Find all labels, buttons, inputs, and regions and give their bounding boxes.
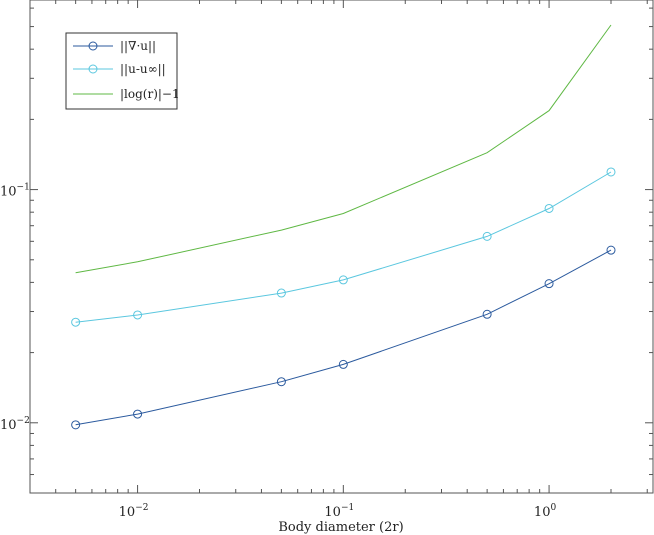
legend-entry: ||∇·u|| — [73, 39, 156, 53]
legend-entry: |log(r)|−1 — [73, 87, 180, 101]
legend-label: ||u-u∞|| — [120, 62, 166, 76]
x-tick-label: 100 — [534, 503, 557, 520]
x-tick-label: 10−1 — [324, 503, 354, 520]
legend-label: ||∇·u|| — [120, 39, 156, 53]
x-tick-label-exponent: 0 — [550, 503, 556, 513]
legend: ||∇·u|| ||u-u∞|| |log(r)|−1 — [65, 32, 180, 110]
legend-swatch-marker — [88, 64, 98, 74]
y-tick-label-exponent: −2 — [17, 416, 30, 426]
series-1 — [71, 245, 616, 430]
series-line — [75, 24, 612, 274]
x-tick-label-exponent: −1 — [341, 503, 354, 513]
data-point — [482, 231, 492, 241]
data-point — [133, 310, 143, 320]
data-point — [606, 167, 616, 177]
data-point — [71, 317, 81, 327]
legend-label: |log(r)|−1 — [120, 87, 180, 101]
series-line — [75, 171, 612, 323]
y-tick-label: 10−1 — [0, 183, 30, 200]
y-tick-label: 10−2 — [0, 416, 30, 433]
data-point — [71, 420, 81, 430]
data-point — [544, 203, 554, 213]
data-point — [606, 245, 616, 255]
series-layer — [71, 24, 616, 430]
data-point — [276, 377, 286, 387]
data-point — [276, 288, 286, 298]
data-point — [338, 359, 348, 369]
y-tick-label-exponent: −1 — [17, 183, 30, 193]
x-tick-label: 10−2 — [119, 503, 149, 520]
legend-swatch-marker — [88, 41, 98, 51]
series-2 — [71, 167, 616, 327]
data-point — [544, 279, 554, 289]
series-3 — [75, 24, 612, 274]
legend-entries: ||∇·u|| ||u-u∞|| |log(r)|−1 — [73, 39, 180, 101]
series-line — [75, 249, 612, 426]
data-point — [338, 275, 348, 285]
data-point — [133, 409, 143, 419]
x-axis-label: Body diameter (2r) — [278, 520, 403, 535]
legend-entry: ||u-u∞|| — [73, 62, 166, 76]
data-point — [482, 309, 492, 319]
x-tick-label-exponent: −2 — [135, 503, 148, 513]
